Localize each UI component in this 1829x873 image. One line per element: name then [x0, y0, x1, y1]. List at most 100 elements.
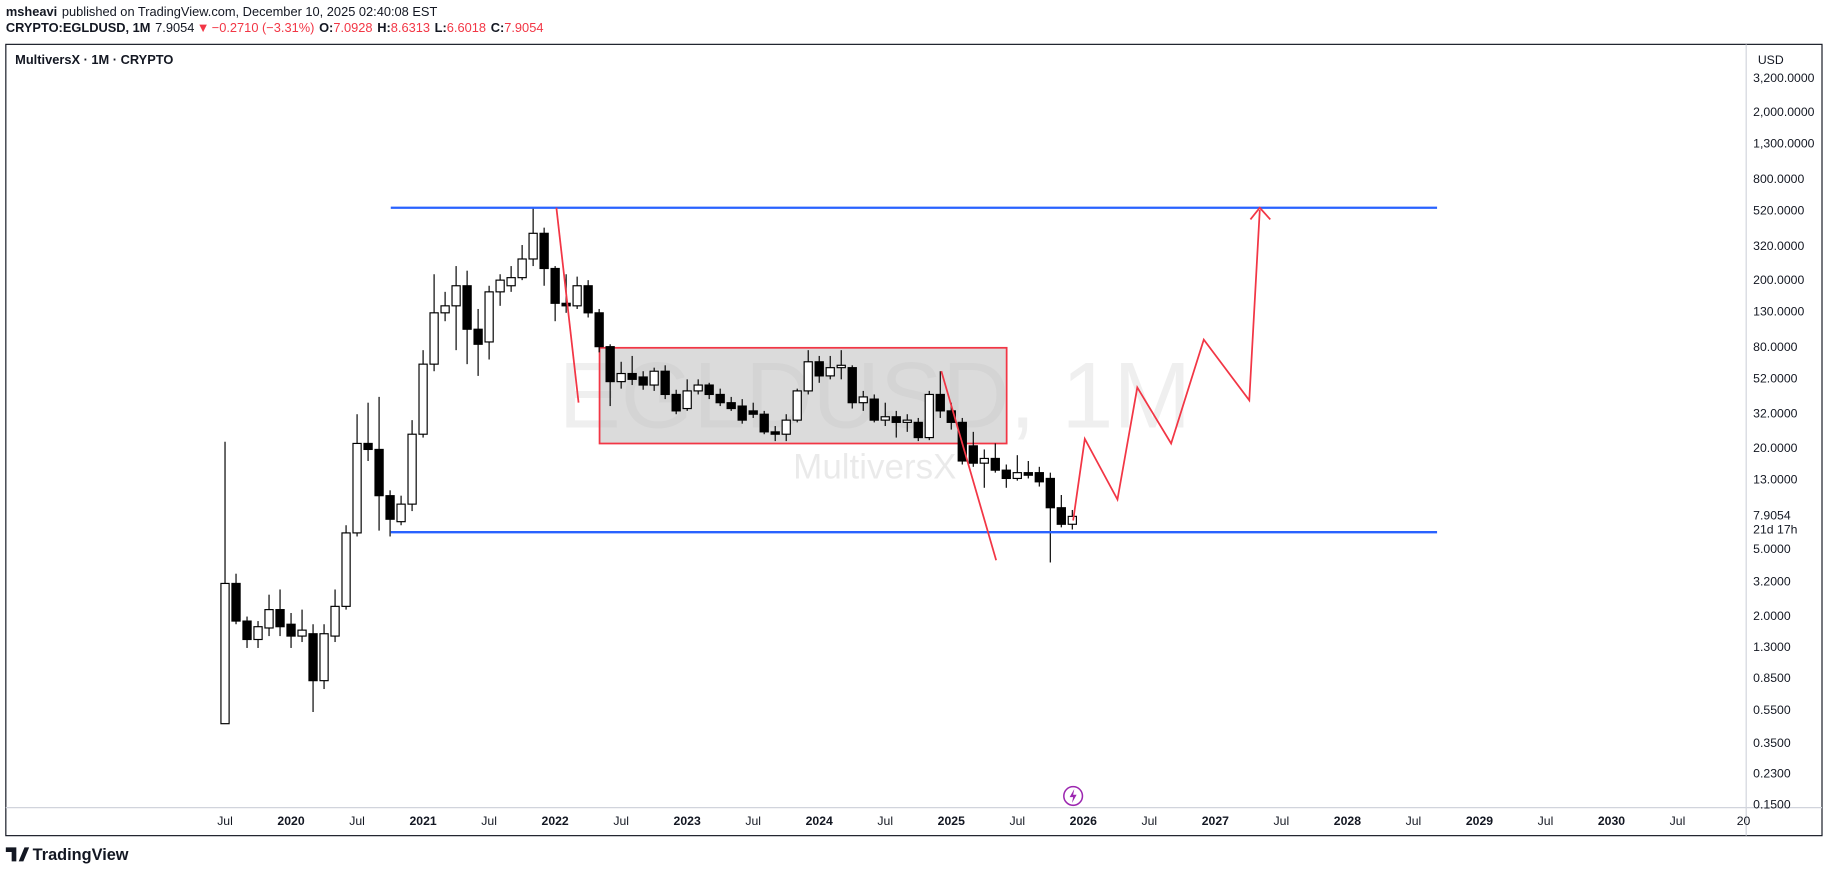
x-tick-label: Jul	[745, 814, 761, 828]
candles	[220, 207, 1077, 725]
candle-body	[902, 419, 912, 423]
candle-body	[770, 431, 780, 435]
bar-countdown: 21d 17h	[1753, 523, 1797, 537]
x-tick-label: Jul	[877, 814, 893, 828]
y-tick-label: 800.0000	[1753, 172, 1804, 186]
candle-body	[704, 384, 714, 396]
candle-body	[869, 398, 879, 421]
x-tick-label: 2022	[542, 814, 569, 828]
x-tick-label: 2028	[1334, 814, 1361, 828]
y-tick-label: 32.0000	[1753, 407, 1797, 421]
published: published on TradingView.com, December 1…	[62, 4, 438, 19]
candle-body	[308, 633, 318, 682]
trend-line	[555, 207, 580, 403]
candle-body	[858, 396, 868, 404]
y-tick-label: 1.3000	[1753, 640, 1791, 654]
candle-body	[682, 390, 692, 410]
candle-body	[462, 285, 472, 330]
candle-body	[649, 370, 659, 386]
y-tick-label: 2.0000	[1753, 609, 1791, 623]
x-tick-label: 2026	[1070, 814, 1097, 828]
candle-body	[407, 433, 417, 505]
candle-body	[990, 457, 1000, 471]
candle-body	[473, 328, 483, 345]
y-tick-label: 3.2000	[1753, 575, 1791, 589]
candle-body	[880, 416, 890, 421]
candle-body	[803, 361, 813, 392]
symbol-line: CRYPTO:EGLDUSD, 1M 7.9054 ▼ −0.2710 (−3.31%…	[6, 21, 544, 36]
x-tick-label: Jul	[1142, 814, 1158, 828]
author-line: msheavi published on TradingView.com, Dec…	[6, 4, 438, 19]
symbol: CRYPTO:EGLDUSD, 1M	[6, 21, 151, 36]
candle-body	[660, 370, 670, 396]
y-tick-label: 5.0000	[1753, 542, 1791, 556]
candle-body	[979, 457, 989, 464]
y-tick-label: 0.8500	[1753, 671, 1791, 685]
candle-body	[286, 623, 296, 637]
x-tick-label: 2020	[277, 814, 304, 828]
candle-body	[253, 626, 263, 641]
candle-body	[748, 410, 758, 415]
y-tick-label: 0.3500	[1753, 736, 1791, 750]
arrow: ▼	[197, 21, 210, 36]
candle-body	[264, 609, 274, 629]
brand-name: TradingView	[33, 846, 129, 864]
y-tick-label: 52.0000	[1753, 371, 1797, 385]
ohlc-label: C:	[491, 21, 505, 36]
y-tick-label: 0.1500	[1753, 798, 1791, 812]
y-tick-label: 13.0000	[1753, 472, 1797, 486]
x-tick-label: 2029	[1466, 814, 1493, 828]
event-icon[interactable]	[1063, 785, 1084, 807]
x-tick-label: Jul	[1009, 814, 1025, 828]
ohlc-label: O:	[319, 21, 333, 36]
candle-body	[242, 620, 252, 641]
y-tick-label: 130.0000	[1753, 304, 1804, 318]
ohlc-label: H:	[377, 21, 391, 36]
candle-body	[374, 448, 384, 497]
candle-body	[517, 258, 527, 279]
candle-body	[330, 605, 340, 637]
candle-body	[616, 372, 626, 383]
x-tick-label: 2021	[409, 814, 436, 828]
x-tick-label: Jul	[349, 814, 365, 828]
candle-body	[1023, 472, 1033, 476]
candle-body	[341, 532, 351, 607]
ohlc-value: 7.9054	[504, 21, 543, 36]
candle-body	[385, 495, 395, 520]
candle-body	[418, 363, 428, 435]
candle-body	[506, 277, 516, 287]
candle-body	[275, 609, 285, 628]
candle-body	[891, 416, 901, 423]
candle-body	[539, 232, 549, 270]
x-tick-label: 2023	[674, 814, 701, 828]
candle-body	[352, 442, 362, 534]
candle-body	[572, 285, 582, 307]
candle-body	[968, 445, 978, 464]
candle-body	[484, 291, 494, 343]
candle-body	[561, 302, 571, 307]
candle-body	[396, 503, 406, 523]
candle-body	[627, 372, 637, 380]
ohlc-value: 6.6018	[447, 21, 486, 36]
x-tick-label: 2024	[806, 814, 833, 828]
candle-body	[935, 393, 945, 412]
candle-body	[220, 582, 230, 725]
x-tick-label: Jul	[1538, 814, 1554, 828]
ohlc-value: 8.6313	[391, 21, 430, 36]
candle-body	[231, 582, 241, 622]
change: −0.2710 (−3.31%)	[212, 21, 315, 36]
x-tick-label: Jul	[217, 814, 233, 828]
x-tick-label: 2025	[938, 814, 965, 828]
x-tick-label: Jul	[1274, 814, 1290, 828]
x-tick-label: 2027	[1202, 814, 1229, 828]
candle-body	[726, 402, 736, 410]
y-tick-label: 3,200.0000	[1753, 71, 1814, 85]
x-tick-label: Jul	[1670, 814, 1686, 828]
candle-body	[671, 393, 681, 412]
ohlc-value: 7.0928	[333, 21, 372, 36]
candle-body	[495, 279, 505, 293]
last: 7.9054	[155, 21, 194, 36]
candle-body	[825, 367, 835, 377]
trend-line	[940, 370, 997, 561]
